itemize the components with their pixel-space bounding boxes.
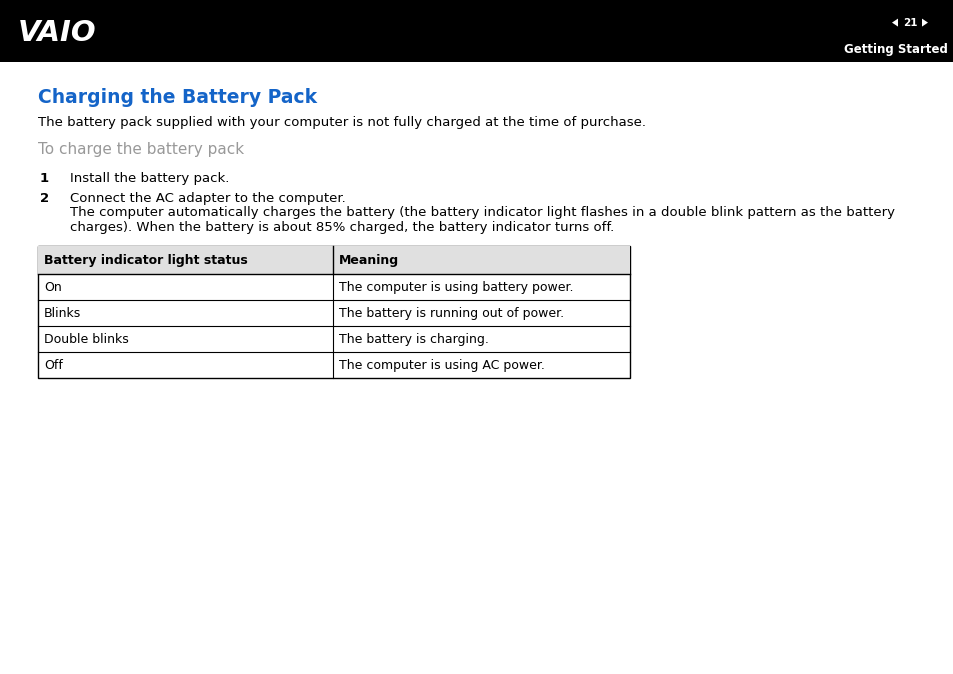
- Bar: [38, 246, 629, 274]
- Text: The computer is using AC power.: The computer is using AC power.: [338, 359, 544, 371]
- Text: Battery indicator light status: Battery indicator light status: [44, 253, 248, 266]
- Polygon shape: [921, 19, 927, 26]
- Text: VAIO: VAIO: [18, 20, 96, 47]
- Text: 1: 1: [40, 172, 49, 185]
- Text: Charging the Battery Pack: Charging the Battery Pack: [38, 88, 316, 107]
- Text: Double blinks: Double blinks: [44, 332, 129, 346]
- Text: The computer automatically charges the battery (the battery indicator light flas: The computer automatically charges the b…: [70, 206, 894, 234]
- Text: Meaning: Meaning: [338, 253, 398, 266]
- Text: 2: 2: [40, 192, 49, 205]
- Bar: [0, 0, 953, 62]
- Text: Off: Off: [44, 359, 63, 371]
- Text: Connect the AC adapter to the computer.: Connect the AC adapter to the computer.: [70, 192, 345, 205]
- Text: Blinks: Blinks: [44, 307, 81, 319]
- Text: Install the battery pack.: Install the battery pack.: [70, 172, 229, 185]
- Polygon shape: [891, 19, 897, 26]
- Text: To charge the battery pack: To charge the battery pack: [38, 142, 244, 157]
- Bar: [38, 246, 629, 378]
- Text: Getting Started: Getting Started: [843, 43, 947, 56]
- Text: The battery pack supplied with your computer is not fully charged at the time of: The battery pack supplied with your comp…: [38, 116, 645, 129]
- Text: The computer is using battery power.: The computer is using battery power.: [338, 280, 573, 293]
- Text: 21: 21: [902, 18, 916, 28]
- Text: The battery is charging.: The battery is charging.: [338, 332, 488, 346]
- Text: On: On: [44, 280, 62, 293]
- Text: The battery is running out of power.: The battery is running out of power.: [338, 307, 563, 319]
